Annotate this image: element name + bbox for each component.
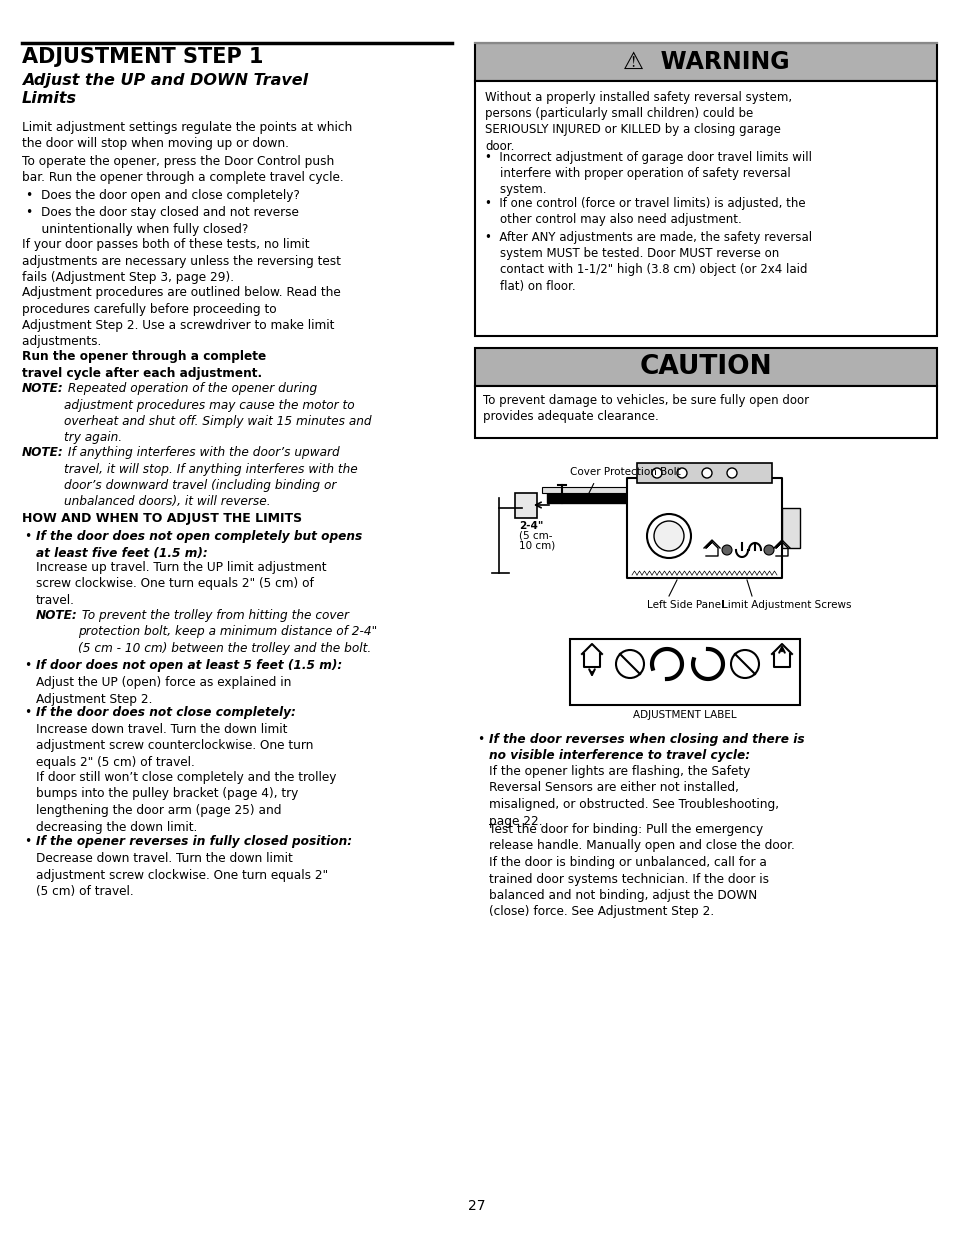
Bar: [475, 82, 936, 336]
Bar: [475, 43, 936, 82]
Bar: [626, 478, 781, 578]
Text: •  After ANY adjustments are made, the safety reversal
    system MUST be tested: • After ANY adjustments are made, the sa…: [484, 231, 811, 293]
Text: If the opener reverses in fully closed position:: If the opener reverses in fully closed p…: [36, 835, 352, 848]
Text: If your door passes both of these tests, no limit
adjustments are necessary unle: If your door passes both of these tests,…: [22, 238, 340, 284]
Text: ADJUSTMENT LABEL: ADJUSTMENT LABEL: [633, 710, 736, 720]
Circle shape: [721, 545, 731, 555]
Text: HOW AND WHEN TO ADJUST THE LIMITS: HOW AND WHEN TO ADJUST THE LIMITS: [22, 513, 302, 525]
Bar: [475, 387, 936, 438]
Text: CAUTION: CAUTION: [639, 354, 772, 380]
Text: Decrease down travel. Turn the down limit
adjustment screw clockwise. One turn e: Decrease down travel. Turn the down limi…: [36, 852, 328, 898]
Text: Repeated operation of the opener during
adjustment procedures may cause the moto: Repeated operation of the opener during …: [64, 382, 372, 445]
Bar: [546, 493, 766, 503]
Text: NOTE:: NOTE:: [22, 446, 64, 459]
Text: Increase down travel. Turn the down limit
adjustment screw counterclockwise. One: Increase down travel. Turn the down limi…: [36, 722, 313, 769]
Bar: [541, 487, 771, 493]
Circle shape: [651, 468, 661, 478]
Text: Cover Protection Bolt: Cover Protection Bolt: [569, 467, 680, 477]
Circle shape: [701, 468, 711, 478]
Text: Without a properly installed safety reversal system,
persons (particularly small: Without a properly installed safety reve…: [484, 91, 791, 153]
Text: Adjustment procedures are outlined below. Read the
procedures carefully before p: Adjustment procedures are outlined below…: [22, 287, 340, 348]
Text: If the door reverses when closing and there is
no visible interference to travel: If the door reverses when closing and th…: [489, 734, 803, 762]
Text: ⚠  WARNING: ⚠ WARNING: [622, 49, 788, 74]
Text: ADJUSTMENT STEP 1: ADJUSTMENT STEP 1: [22, 47, 263, 67]
Text: Increase up travel. Turn the UP limit adjustment
screw clockwise. One turn equal: Increase up travel. Turn the UP limit ad…: [36, 561, 326, 606]
Text: To operate the opener, press the Door Control push
bar. Run the opener through a: To operate the opener, press the Door Co…: [22, 156, 343, 184]
Text: Adjust the UP (open) force as explained in
Adjustment Step 2.: Adjust the UP (open) force as explained …: [36, 676, 291, 705]
Text: •  Does the door stay closed and not reverse
    unintentionally when fully clos: • Does the door stay closed and not reve…: [26, 206, 298, 236]
Text: •  Incorrect adjustment of garage door travel limits will
    interfere with pro: • Incorrect adjustment of garage door tr…: [484, 151, 811, 196]
Text: If the door does not open completely but opens
at least five feet (1.5 m):: If the door does not open completely but…: [36, 530, 362, 559]
Text: To prevent damage to vehicles, be sure fully open door
provides adequate clearan: To prevent damage to vehicles, be sure f…: [482, 394, 808, 424]
Text: Limit Adjustment Screws: Limit Adjustment Screws: [721, 600, 851, 610]
Circle shape: [726, 468, 737, 478]
Bar: [637, 463, 771, 483]
Text: NOTE:: NOTE:: [22, 382, 64, 395]
Text: If the door does not close completely:: If the door does not close completely:: [36, 706, 295, 719]
Circle shape: [616, 650, 643, 678]
Circle shape: [677, 468, 686, 478]
Text: 2-4": 2-4": [518, 521, 543, 531]
Text: •: •: [24, 706, 31, 719]
Text: Run the opener through a complete
travel cycle after each adjustment.: Run the opener through a complete travel…: [22, 350, 266, 379]
Circle shape: [763, 545, 773, 555]
Text: •: •: [24, 659, 31, 672]
Text: •  Does the door open and close completely?: • Does the door open and close completel…: [26, 189, 299, 203]
Text: Left Side Panel: Left Side Panel: [646, 600, 723, 610]
Text: Adjust the UP and DOWN Travel
Limits: Adjust the UP and DOWN Travel Limits: [22, 73, 308, 106]
Text: Test the door for binding: Pull the emergency
release handle. Manually open and : Test the door for binding: Pull the emer…: [489, 823, 794, 919]
Bar: [475, 348, 936, 387]
Text: 27: 27: [468, 1199, 485, 1213]
Text: •: •: [24, 530, 31, 543]
Text: To prevent the trolley from hitting the cover
protection bolt, keep a minimum di: To prevent the trolley from hitting the …: [78, 609, 376, 655]
Circle shape: [646, 514, 690, 558]
Text: •  If one control (force or travel limits) is adjusted, the
    other control ma: • If one control (force or travel limits…: [484, 198, 804, 226]
Text: •: •: [24, 835, 31, 848]
Text: If anything interferes with the door’s upward
travel, it will stop. If anything : If anything interferes with the door’s u…: [64, 446, 357, 509]
Text: If door still won’t close completely and the trolley
bumps into the pulley brack: If door still won’t close completely and…: [36, 771, 336, 834]
Text: (5 cm-: (5 cm-: [518, 531, 552, 541]
Bar: [781, 508, 800, 548]
Text: •: •: [476, 734, 484, 746]
Bar: [569, 638, 800, 705]
Text: NOTE:: NOTE:: [36, 609, 77, 622]
Bar: [515, 493, 537, 517]
Text: If the opener lights are flashing, the Safety
Reversal Sensors are either not in: If the opener lights are flashing, the S…: [489, 764, 779, 827]
Circle shape: [730, 650, 759, 678]
Circle shape: [654, 521, 683, 551]
Text: Limit adjustment settings regulate the points at which
the door will stop when m: Limit adjustment settings regulate the p…: [22, 121, 352, 151]
Text: If door does not open at least 5 feet (1.5 m):: If door does not open at least 5 feet (1…: [36, 659, 342, 672]
Text: 10 cm): 10 cm): [518, 541, 555, 551]
